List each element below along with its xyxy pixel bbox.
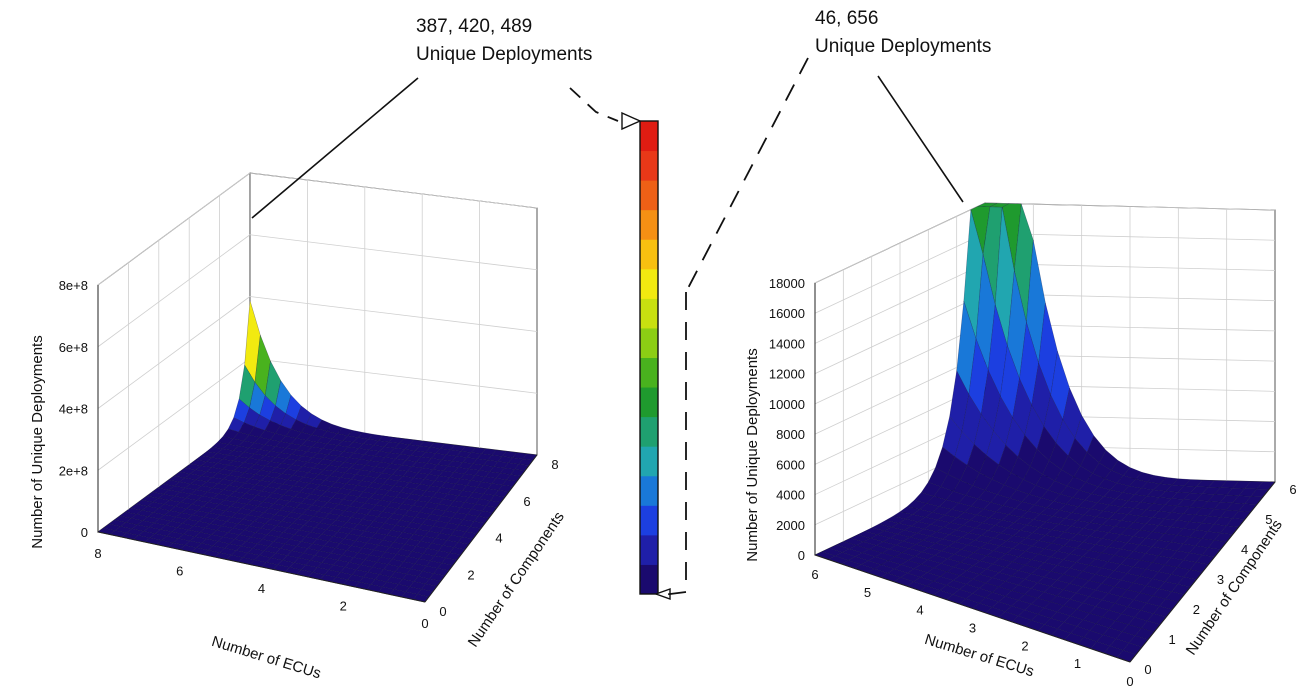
left-y-tick-label: 6	[523, 494, 530, 509]
right-x-tick-label: 5	[864, 585, 871, 600]
left-z-tick-label: 4e+8	[59, 402, 88, 417]
right-z-tick-label: 6000	[776, 457, 805, 472]
left-x-tick-label: 8	[94, 546, 101, 561]
colorbar-segment	[640, 121, 658, 152]
left-x-tick-label: 0	[421, 616, 428, 631]
colorbar-segment	[640, 564, 658, 595]
left-y-tick-label: 8	[551, 457, 558, 472]
right-x-tick-label: 6	[811, 567, 818, 582]
annotation-left-value: 387, 420, 489	[416, 16, 532, 37]
left-surface	[97, 300, 538, 603]
left-x-axis-title: Number of ECUs	[210, 633, 323, 682]
right-z-tick-label: 8000	[776, 427, 805, 442]
left-y-axis-line	[424, 454, 538, 603]
connector-upper-left	[569, 87, 619, 122]
colorbar-segment	[640, 446, 658, 477]
connector-lower	[661, 292, 687, 596]
left-grid-left-h	[97, 172, 251, 286]
right-x-axis-line	[814, 554, 1131, 663]
annotation-right-value: 46, 656	[815, 8, 878, 29]
annotation-left-label: Unique Deployments	[416, 44, 592, 65]
left-x-axis-line	[97, 531, 426, 603]
right-x-tick-label: 0	[1126, 674, 1133, 689]
colorbar-segment	[640, 209, 658, 240]
right-y-axis-line	[1129, 481, 1276, 663]
colorbar-segment	[640, 534, 658, 565]
right-y-tick-label: 1	[1169, 632, 1176, 647]
annotation-right: 46, 656 Unique Deployments	[815, 8, 991, 203]
colorbar-segment	[640, 416, 658, 447]
left-z-axis-title: Number of Unique Deployments	[29, 335, 46, 548]
right-x-axis-title: Number of ECUs	[923, 631, 1036, 680]
colorbar-segment	[640, 298, 658, 329]
right-z-tick-label: 2000	[776, 518, 805, 533]
connector-upper-right	[685, 57, 809, 293]
left-y-tick-label: 4	[495, 531, 502, 546]
right-axes	[814, 283, 1276, 663]
right-x-tick-label: 1	[1074, 656, 1081, 671]
right-z-tick-label: 10000	[769, 397, 805, 412]
left-x-tick-label: 4	[258, 581, 265, 596]
left-z-tick-label: 6e+8	[59, 340, 88, 355]
colorbar-segment	[640, 357, 658, 388]
colorbar-frame	[639, 120, 659, 595]
right-x-tick-label: 3	[969, 621, 976, 636]
left-grid-left-h	[97, 357, 251, 471]
colorbar-top-marker	[621, 111, 642, 131]
right-y-tick-label: 0	[1144, 662, 1151, 677]
right-y-tick-label: 4	[1241, 542, 1248, 557]
colorbar-segment	[640, 475, 658, 506]
right-x-tick-label: 4	[916, 603, 923, 618]
right-z-axis-title: Number of Unique Deployments	[744, 348, 761, 561]
right-y-tick-label: 5	[1265, 512, 1272, 527]
annotation-right-leader	[877, 75, 964, 203]
left-grid-left-h	[97, 234, 251, 348]
colorbar-segment	[640, 239, 658, 270]
colorbar-segment	[640, 268, 658, 299]
colorbar	[621, 111, 671, 600]
colorbar-segment	[640, 387, 658, 418]
annotation-right-label: Unique Deployments	[815, 36, 991, 57]
colorbar-segment	[640, 150, 658, 181]
left-grid-back-h	[249, 357, 538, 394]
range-connectors	[569, 57, 809, 596]
right-y-tick-label: 2	[1193, 602, 1200, 617]
right-tick-labels: 6543210012345602000400060008000100001200…	[769, 276, 1297, 689]
left-y-tick-label: 2	[467, 567, 474, 582]
right-y-tick-label: 3	[1217, 572, 1224, 587]
left-grid-back-h	[249, 234, 538, 271]
left-grid-left-h	[97, 296, 251, 409]
right-z-tick-label: 18000	[769, 276, 805, 291]
right-z-tick-label: 0	[798, 548, 805, 563]
right-z-tick-label: 16000	[769, 306, 805, 321]
right-x-tick-label: 2	[1021, 638, 1028, 653]
left-grid-back-h	[249, 296, 538, 332]
left-y-tick-label: 0	[439, 604, 446, 619]
right-z-tick-label: 14000	[769, 336, 805, 351]
right-y-tick-label: 6	[1289, 482, 1296, 497]
annotation-left: 387, 420, 489 Unique Deployments	[251, 16, 592, 219]
surface-plot-right: 6543210012345602000400060008000100001200…	[744, 202, 1297, 689]
left-z-tick-label: 0	[81, 525, 88, 540]
right-z-tick-label: 12000	[769, 367, 805, 382]
right-surface	[814, 202, 1276, 663]
colorbar-segment	[640, 327, 658, 358]
left-axes	[97, 285, 538, 603]
left-x-tick-label: 2	[340, 599, 347, 614]
colorbar-segment	[640, 505, 658, 536]
annotation-left-leader	[251, 77, 419, 219]
left-x-tick-label: 6	[176, 564, 183, 579]
left-z-tick-label: 8e+8	[59, 278, 88, 293]
right-z-tick-label: 4000	[776, 488, 805, 503]
left-z-tick-label: 2e+8	[59, 463, 88, 478]
colorbar-segment	[640, 180, 658, 211]
